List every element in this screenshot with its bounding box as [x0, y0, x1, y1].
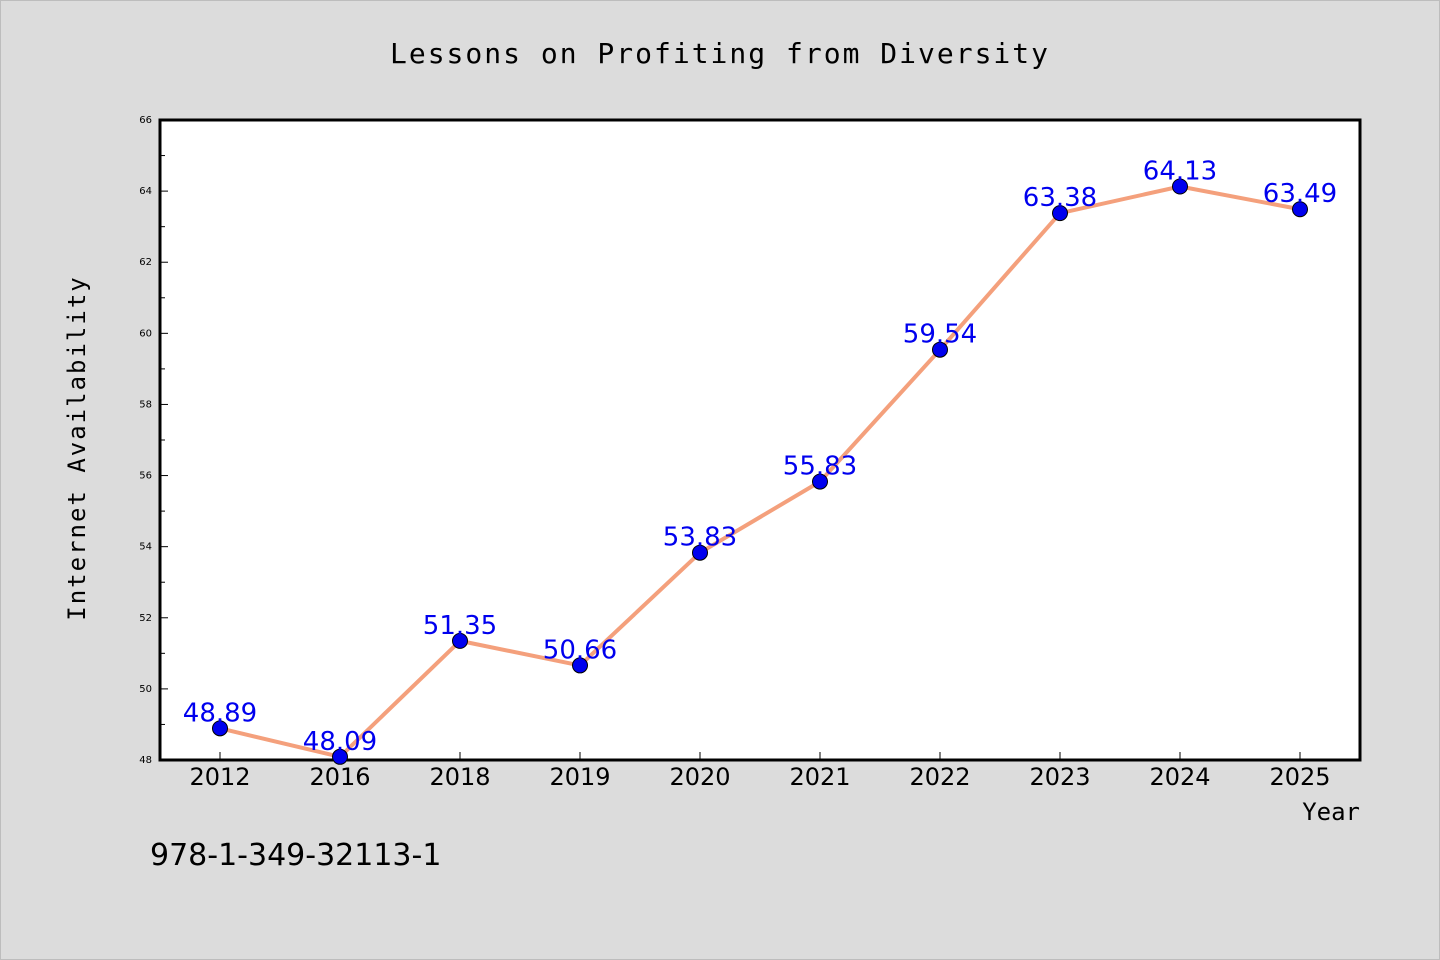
x-tick-label: 2018 — [429, 763, 490, 791]
data-point — [812, 473, 828, 490]
x-tick-label: 2023 — [1029, 763, 1090, 791]
y-axis: 48 50 52 54 56 58 60 62 64 66 — [139, 115, 168, 766]
data-point — [332, 748, 348, 765]
x-tick-label: 2019 — [549, 763, 610, 791]
y-tick-label: 62 — [139, 257, 152, 268]
series-line — [219, 184, 1301, 759]
y-tick-label: 56 — [139, 471, 152, 482]
y-tick-label: 58 — [139, 399, 152, 410]
y-tick-label: 66 — [139, 115, 152, 126]
data-label: 48.89 — [183, 698, 257, 728]
x-axis-label: Year — [1302, 798, 1360, 826]
y-tick-label: 50 — [139, 684, 152, 695]
data-point — [932, 341, 948, 358]
y-tick-label: 52 — [139, 613, 152, 624]
x-tick-label: 2016 — [309, 763, 370, 791]
chart-title: Lessons on Profiting from Diversity — [390, 37, 1050, 70]
plot-area — [158, 118, 1362, 762]
data-series: 48.89 48.09 51.35 50.66 53.83 55.83 59.54 63.38… — [183, 156, 1337, 765]
data-label: 59.54 — [903, 320, 977, 350]
x-tick-label: 2021 — [789, 763, 850, 791]
data-point — [692, 544, 708, 561]
data-label: 50.66 — [543, 635, 617, 665]
data-label: 53.83 — [663, 523, 737, 553]
data-label: 55.83 — [783, 452, 857, 482]
data-point — [1172, 178, 1188, 195]
y-tick-label: 64 — [139, 186, 152, 197]
x-tick-label: 2020 — [669, 763, 730, 791]
data-label: 63.38 — [1023, 183, 1097, 213]
data-label: 48.09 — [303, 727, 377, 757]
data-point — [1052, 205, 1068, 222]
y-tick-label: 48 — [139, 755, 152, 766]
x-tick-label: 2025 — [1269, 763, 1330, 791]
data-label: 51.35 — [423, 611, 497, 641]
x-tick-label: 2012 — [189, 763, 250, 791]
data-point — [572, 657, 588, 674]
y-tick-label: 54 — [139, 542, 152, 553]
y-axis-label: Internet Availability — [63, 275, 91, 620]
data-point — [1292, 201, 1308, 218]
data-label: 64.13 — [1143, 156, 1217, 186]
data-point — [212, 720, 228, 737]
data-point — [452, 632, 468, 649]
x-tick-label: 2022 — [909, 763, 970, 791]
x-axis: 2012 2016 2018 2019 2020 2021 2022 2023 2024 2025 — [189, 752, 1331, 791]
isbn-text: 978-1-349-32113-1 — [150, 838, 441, 873]
x-tick-label: 2024 — [1149, 763, 1210, 791]
y-tick-label: 60 — [139, 328, 152, 339]
data-label: 63.49 — [1263, 179, 1337, 209]
